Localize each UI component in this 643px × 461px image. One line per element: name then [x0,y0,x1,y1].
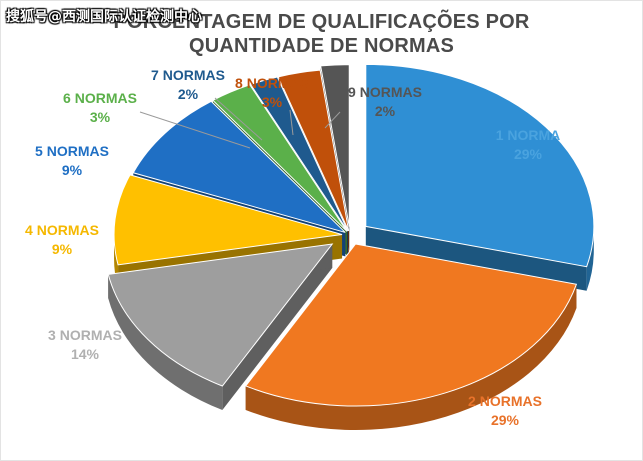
slice-value-6: 3% [90,109,111,125]
slice-side-2 [245,284,577,430]
slice-side-3 [108,274,223,411]
slice-value-9: 2% [375,103,396,119]
slice-value-5: 9% [62,162,83,178]
leader-line-8 [289,109,294,136]
slice-label-5: 5 NORMAS [35,143,109,159]
leader-line-7 [214,97,263,141]
pie-slice-4 [113,174,343,266]
slice-label-3: 3 NORMAS [48,327,122,343]
slice-label-4: 4 NORMAS [25,222,99,238]
leader-line-9 [324,111,341,129]
slice-label-2: 2 NORMAS [468,393,542,409]
pie-slice-5 [132,100,346,233]
leader-line-6 [139,111,251,149]
chart-title-line2: QUANTIDADE DE NORMAS [188,35,455,57]
slice-value-4: 9% [52,241,73,257]
slice-value-8: 3% [262,94,283,110]
pie-slice-7 [249,76,349,232]
slice-label-9: 9 NORMAS [348,84,422,100]
chart-title: PORCENTAGEM DE QUALIFICAÇÕES POR QUANTID… [0,10,643,58]
slice-value-2: 29% [491,412,520,428]
slice-wall-1 [365,226,587,291]
slice-wall-3 [222,244,333,411]
slice-side-1 [586,226,594,291]
pie-slice-9 [320,64,350,227]
chart-title-line1: PORCENTAGEM DE QUALIFICAÇÕES POR [113,11,530,33]
pie-slice-3 [107,243,334,387]
slice-label-7: 7 NORMAS [151,67,225,83]
slice-value-1: 29% [514,146,543,162]
pie-slice-2 [244,243,578,407]
pie-slice-8 [277,69,350,232]
pie-slice-6 [212,84,348,232]
pie-slice-1 [365,63,595,268]
slice-label-8: 8 NORMAS [235,75,309,91]
slice-label-6: 6 NORMAS [63,90,137,106]
slice-value-7: 2% [178,86,199,102]
slice-label-1: 1 NORMA [496,127,561,143]
slice-value-3: 14% [71,346,100,362]
watermark: 搜狐号@西测国际认证检测中心 [6,9,202,25]
